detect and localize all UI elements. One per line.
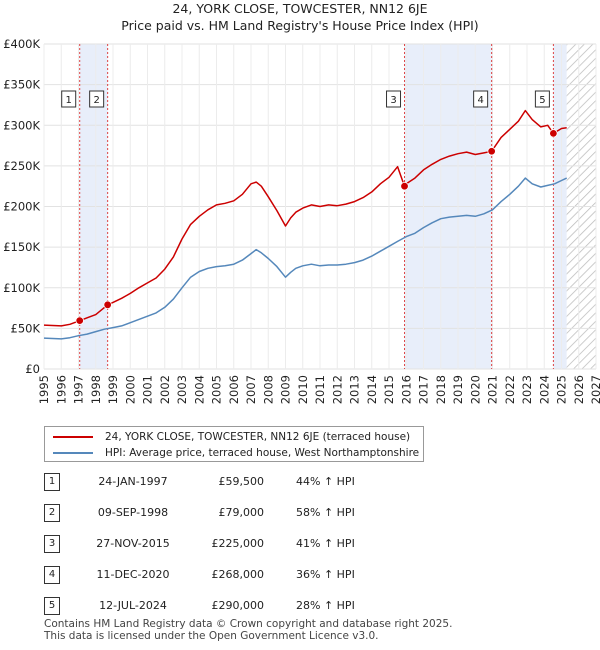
- footer-line-2: This data is licensed under the Open Gov…: [44, 630, 379, 642]
- sale-marker-box: [61, 90, 77, 108]
- y-tick-label: £250K: [3, 159, 40, 173]
- x-tick-label: 1999: [106, 375, 120, 404]
- sale-date: 12-JUL-2024: [99, 599, 167, 612]
- x-tick-label: 1995: [37, 375, 51, 404]
- x-tick-label: 2023: [520, 375, 534, 404]
- sale-marker-box: [534, 90, 550, 108]
- legend-swatch-property: [53, 436, 93, 438]
- sale-date: 09-SEP-1998: [97, 506, 169, 519]
- x-tick-label: 2000: [123, 375, 137, 404]
- x-tick-label: 2003: [175, 375, 189, 404]
- legend-item-hpi: HPI: Average price, terraced house, West…: [53, 445, 419, 461]
- sale-price: £225,000: [211, 537, 265, 550]
- sale-date: 24-JAN-1997: [98, 475, 168, 488]
- x-tick-label: 2022: [503, 375, 517, 404]
- y-tick-label: £400K: [3, 37, 40, 51]
- title-line-2: Price paid vs. HM Land Registry's House …: [121, 18, 479, 33]
- x-tick-label: 2006: [227, 375, 241, 404]
- sale-hpi-change: 41% ↑ HPI: [296, 537, 355, 550]
- sale-number: 1: [44, 473, 60, 491]
- x-tick-label: 2012: [330, 375, 344, 404]
- sale-hpi-change: 36% ↑ HPI: [296, 568, 355, 581]
- sale-number: 2: [44, 504, 60, 522]
- y-tick-label: £150K: [3, 240, 40, 254]
- sale-price: £290,000: [211, 599, 265, 612]
- x-tick-label: 2026: [572, 375, 586, 404]
- x-tick-label: 2015: [382, 375, 396, 404]
- sale-hpi-change: 58% ↑ HPI: [296, 506, 355, 519]
- footer-line-1: Contains HM Land Registry data © Crown c…: [44, 618, 453, 630]
- sale-hpi-change: 28% ↑ HPI: [296, 599, 355, 612]
- y-tick-label: £300K: [3, 118, 40, 132]
- sale-row: 2 09-SEP-1998 £79,000 58% ↑ HPI: [44, 503, 444, 523]
- sale-date: 11-DEC-2020: [96, 568, 170, 581]
- x-tick-label: 2025: [555, 375, 569, 404]
- x-tick-label: 2017: [417, 375, 431, 404]
- sale-row: 5 12-JUL-2024 £290,000 28% ↑ HPI: [44, 596, 444, 616]
- y-tick-label: £350K: [3, 78, 40, 92]
- legend-item-property: 24, YORK CLOSE, TOWCESTER, NN12 6JE (ter…: [53, 429, 410, 445]
- sale-point: [75, 316, 84, 325]
- x-tick-label: 2013: [348, 375, 362, 404]
- sale-point: [103, 300, 112, 310]
- chart-title: 24, YORK CLOSE, TOWCESTER, NN12 6JE Pric…: [0, 0, 600, 34]
- property-price-line: [43, 109, 567, 327]
- sale-price: £268,000: [211, 568, 265, 581]
- y-tick-label: £50K: [11, 321, 41, 335]
- x-tick-label: 1997: [72, 375, 86, 404]
- x-tick-label: 2014: [365, 375, 379, 404]
- sale-row: 1 24-JAN-1997 £59,500 44% ↑ HPI: [44, 472, 444, 492]
- sale-number: 3: [44, 535, 60, 553]
- sale-number: 5: [44, 597, 60, 615]
- sale-date: 27-NOV-2015: [96, 537, 170, 550]
- sale-price: £59,500: [218, 475, 265, 488]
- x-tick-label: 2024: [537, 375, 551, 404]
- x-tick-label: 2020: [468, 375, 482, 404]
- sale-marker-label: 3: [390, 95, 396, 106]
- x-tick-label: 2007: [244, 375, 258, 404]
- sale-marker-box: [89, 90, 105, 108]
- x-tick-label: 2021: [486, 375, 500, 404]
- x-tick-label: 1996: [54, 375, 68, 404]
- legend-label-property: 24, YORK CLOSE, TOWCESTER, NN12 6JE (ter…: [105, 431, 411, 443]
- x-tick-label: 2004: [192, 375, 206, 404]
- legend: 24, YORK CLOSE, TOWCESTER, NN12 6JE (ter…: [44, 426, 424, 462]
- x-tick-label: 2008: [261, 375, 275, 404]
- sale-number: 4: [44, 566, 60, 584]
- sale-price: £79,000: [218, 506, 265, 519]
- x-tick-label: 2009: [279, 375, 293, 404]
- sale-point: [549, 129, 558, 138]
- y-tick-label: £0: [25, 362, 40, 376]
- x-tick-label: 2002: [158, 375, 172, 404]
- title-line-1: 24, YORK CLOSE, TOWCESTER, NN12 6JE: [172, 1, 428, 16]
- sale-marker-label: 4: [477, 95, 483, 106]
- sale-marker-label: 5: [539, 95, 545, 106]
- sale-row: 3 27-NOV-2015 £225,000 41% ↑ HPI: [44, 534, 444, 554]
- y-tick-label: £100K: [3, 281, 40, 295]
- legend-swatch-hpi: [53, 452, 93, 454]
- sale-hpi-change: 44% ↑ HPI: [296, 475, 355, 488]
- x-tick-label: 2016: [399, 375, 413, 404]
- sale-marker-box: [386, 90, 402, 108]
- sale-point: [487, 147, 496, 156]
- sale-point: [400, 181, 409, 191]
- footer-attribution: Contains HM Land Registry data © Crown c…: [44, 618, 452, 642]
- sale-row: 4 11-DEC-2020 £268,000 36% ↑ HPI: [44, 565, 444, 585]
- x-tick-label: 2011: [313, 375, 327, 404]
- hpi-line: [43, 177, 568, 340]
- sale-marker-box: [473, 90, 489, 108]
- legend-label-hpi: HPI: Average price, terraced house, West…: [105, 447, 420, 459]
- x-tick-label: 2001: [141, 375, 155, 404]
- price-chart: 1 2 3 4 5 £0 £50K £100K £150K £200K £250K £300K £35…: [3, 37, 600, 404]
- x-tick-label: 2018: [434, 375, 448, 404]
- x-tick-label: 2005: [210, 375, 224, 404]
- x-tick-label: 2019: [451, 375, 465, 404]
- sale-marker-label: 2: [93, 95, 99, 106]
- x-tick-label: 1998: [89, 375, 103, 404]
- x-tick-label: 2010: [296, 375, 310, 404]
- sale-marker-label: 1: [66, 95, 72, 106]
- y-tick-label: £200K: [3, 200, 40, 214]
- x-tick-label: 2027: [589, 375, 600, 404]
